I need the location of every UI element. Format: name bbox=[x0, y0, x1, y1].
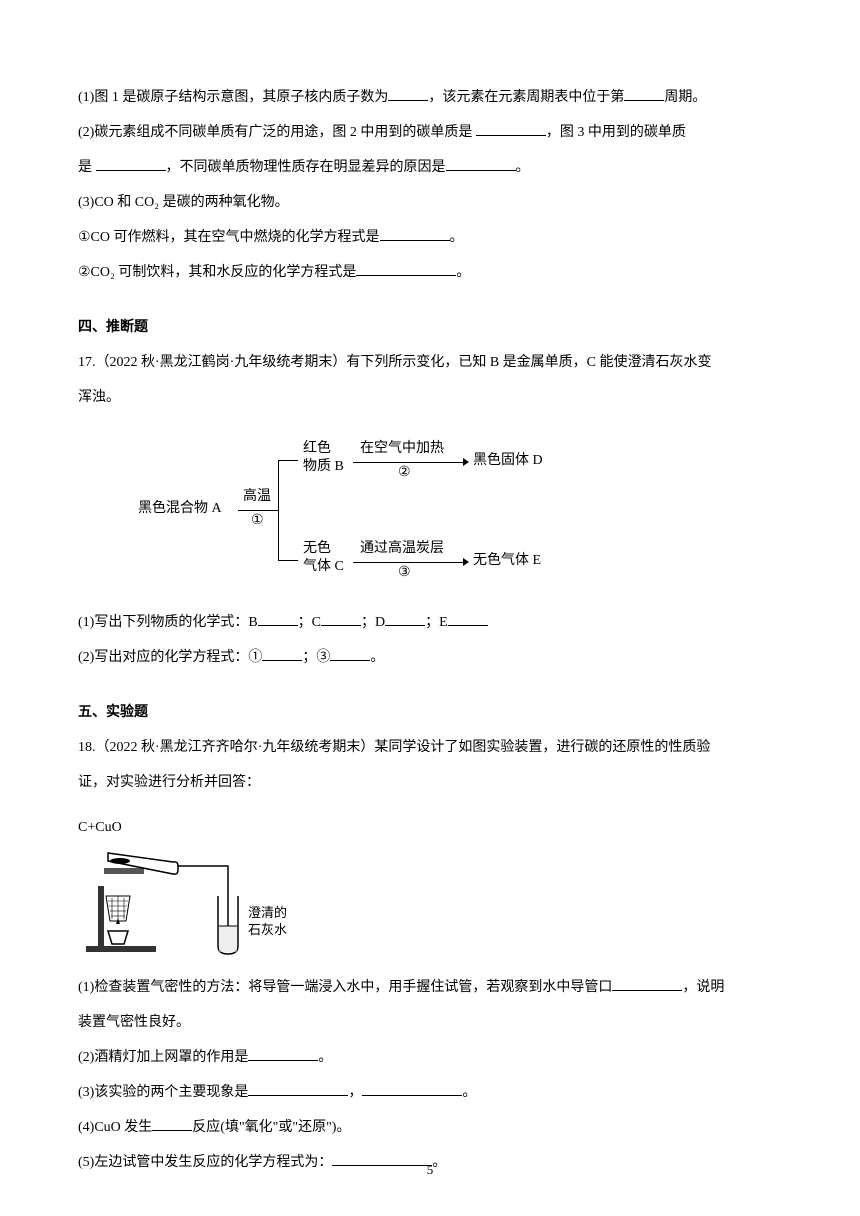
flow-top-right: 黑色固体 D bbox=[473, 452, 543, 470]
blank bbox=[476, 121, 546, 136]
text: 。 bbox=[318, 1050, 332, 1065]
blank bbox=[152, 1116, 192, 1131]
flow-bot-mid: 无色 气体 C bbox=[303, 540, 344, 576]
q18-part1-line2: 装置气密性良好。 bbox=[78, 1005, 782, 1040]
flow-top-mid: 红色 物质 B bbox=[303, 440, 344, 476]
text: ，该元素在元素周期表中位于第 bbox=[428, 90, 624, 105]
q18-intro-line2: 证，对实验进行分析并回答： bbox=[78, 765, 782, 800]
blank bbox=[258, 611, 298, 626]
flow-bot-arr-top: 通过高温炭层 bbox=[360, 540, 444, 558]
blank bbox=[388, 86, 428, 101]
text: ，图 3 中用到的碳单质 bbox=[546, 125, 686, 140]
flow-bot-arr-bot: ③ bbox=[398, 564, 411, 582]
q17-intro-line1: 17.（2022 秋·黑龙江鹤岗·九年级统考期末）有下列所示变化，已知 B 是金… bbox=[78, 345, 782, 380]
flow-line bbox=[238, 510, 278, 511]
text: 周期。 bbox=[664, 90, 706, 105]
blank bbox=[356, 261, 456, 276]
text: 气体 C bbox=[303, 559, 344, 574]
flow-bracket-v bbox=[278, 460, 279, 560]
text: ；C bbox=[298, 615, 321, 630]
text: ②CO₂ 可制饮料，其和水反应的化学方程式是 bbox=[78, 265, 356, 280]
blank bbox=[448, 611, 488, 626]
text: (3)CO 和 CO₂ 是碳的两种氧化物。 bbox=[78, 195, 289, 210]
text: 。 bbox=[432, 1155, 446, 1170]
blank bbox=[321, 611, 361, 626]
q17-intro-line2: 浑浊。 bbox=[78, 380, 782, 415]
blank bbox=[612, 976, 682, 991]
text: 澄清的 bbox=[248, 905, 287, 920]
text: (5)左边试管中发生反应的化学方程式为： bbox=[78, 1155, 332, 1170]
q17-part1: (1)写出下列物质的化学式：B ；C ；D ；E bbox=[78, 605, 782, 640]
text: ①CO 可作燃料，其在空气中燃烧的化学方程式是 bbox=[78, 230, 380, 245]
text: (2)酒精灯加上网罩的作用是 bbox=[78, 1050, 248, 1065]
q18-part1-line1: (1)检查装置气密性的方法：将导管一端浸入水中，用手握住试管，若观察到水中导管口… bbox=[78, 970, 782, 1005]
q18-part4: (4)CuO 发生 反应(填"氧化"或"还原")。 bbox=[78, 1110, 782, 1145]
text: ，不同碳单质物理性质存在明显差异的原因是 bbox=[166, 160, 446, 175]
section4-title: 四、推断题 bbox=[78, 310, 782, 345]
apparatus-icon bbox=[78, 826, 338, 966]
blank bbox=[385, 611, 425, 626]
flow-bracket-t bbox=[278, 460, 298, 461]
text: 。 bbox=[370, 650, 384, 665]
text: ，说明 bbox=[682, 980, 724, 995]
limewater-label: 澄清的 石灰水 bbox=[248, 905, 287, 939]
flow-arrow1-top: 高温 bbox=[243, 488, 271, 506]
q16-part3: (3)CO 和 CO₂ 是碳的两种氧化物。 bbox=[78, 185, 782, 220]
arrow-right-icon bbox=[463, 458, 469, 466]
blank bbox=[332, 1151, 432, 1166]
text: 。 bbox=[456, 265, 470, 280]
text: ， bbox=[348, 1085, 362, 1100]
flow-line bbox=[353, 462, 463, 463]
section5-title: 五、实验题 bbox=[78, 695, 782, 730]
q17-part2: (2)写出对应的化学方程式：① ；③ 。 bbox=[78, 640, 782, 675]
blank bbox=[96, 156, 166, 171]
text: 物质 B bbox=[303, 459, 344, 474]
blank bbox=[380, 226, 450, 241]
blank bbox=[248, 1046, 318, 1061]
text: (1)写出下列物质的化学式：B bbox=[78, 615, 258, 630]
text: 无色 bbox=[303, 541, 331, 556]
text: 。 bbox=[516, 160, 530, 175]
text: (1)检查装置气密性的方法：将导管一端浸入水中，用手握住试管，若观察到水中导管口 bbox=[78, 980, 612, 995]
text: 。 bbox=[462, 1085, 476, 1100]
q18-intro-line1: 18.（2022 秋·黑龙江齐齐哈尔·九年级统考期末）某同学设计了如图实验装置，… bbox=[78, 730, 782, 765]
q17-flowchart: 黑色混合物 A 高温 ① 红色 物质 B 在空气中加热 ② 黑色固体 D 无色 … bbox=[138, 430, 782, 590]
flow-bot-right: 无色气体 E bbox=[473, 552, 541, 570]
text: 是 bbox=[78, 160, 96, 175]
text: ；E bbox=[425, 615, 448, 630]
text: ；D bbox=[361, 615, 385, 630]
blank bbox=[362, 1081, 462, 1096]
q18-part2: (2)酒精灯加上网罩的作用是 。 bbox=[78, 1040, 782, 1075]
q16-part3-1: ①CO 可作燃料，其在空气中燃烧的化学方程式是 。 bbox=[78, 220, 782, 255]
arrow-right-icon bbox=[463, 558, 469, 566]
blank bbox=[624, 86, 664, 101]
flow-line bbox=[353, 562, 463, 563]
text: 。 bbox=[450, 230, 464, 245]
text: 石灰水 bbox=[248, 922, 287, 937]
q18-experiment-diagram: C+CuO 澄清的 石灰水 bbox=[78, 810, 782, 960]
blank bbox=[446, 156, 516, 171]
text: 反应(填"氧化"或"还原")。 bbox=[192, 1120, 350, 1135]
blank bbox=[248, 1081, 348, 1096]
text: (2)碳元素组成不同碳单质有广泛的用途，图 2 中用到的碳单质是 bbox=[78, 125, 476, 140]
text: ；③ bbox=[302, 650, 330, 665]
text: (1)图 1 是碳原子结构示意图，其原子核内质子数为 bbox=[78, 90, 388, 105]
flow-top-arr-top: 在空气中加热 bbox=[360, 440, 444, 458]
flow-arrow1-bot: ① bbox=[251, 512, 264, 530]
text: 红色 bbox=[303, 441, 331, 456]
flow-top-arr-bot: ② bbox=[398, 464, 411, 482]
q16-part3-2: ②CO₂ 可制饮料，其和水反应的化学方程式是 。 bbox=[78, 255, 782, 290]
q16-part1: (1)图 1 是碳原子结构示意图，其原子核内质子数为 ，该元素在元素周期表中位于第… bbox=[78, 80, 782, 115]
flow-bracket-b bbox=[278, 560, 298, 561]
text: (3)该实验的两个主要现象是 bbox=[78, 1085, 248, 1100]
text: (4)CuO 发生 bbox=[78, 1120, 152, 1135]
page-number: 5 bbox=[427, 1154, 434, 1187]
q16-part2-line1: (2)碳元素组成不同碳单质有广泛的用途，图 2 中用到的碳单质是 ，图 3 中用… bbox=[78, 115, 782, 150]
q18-part3: (3)该实验的两个主要现象是 ， 。 bbox=[78, 1075, 782, 1110]
flow-left: 黑色混合物 A bbox=[138, 500, 222, 518]
blank bbox=[330, 646, 370, 661]
text: (2)写出对应的化学方程式：① bbox=[78, 650, 262, 665]
blank bbox=[262, 646, 302, 661]
q16-part2-line2: 是 ，不同碳单质物理性质存在明显差异的原因是 。 bbox=[78, 150, 782, 185]
